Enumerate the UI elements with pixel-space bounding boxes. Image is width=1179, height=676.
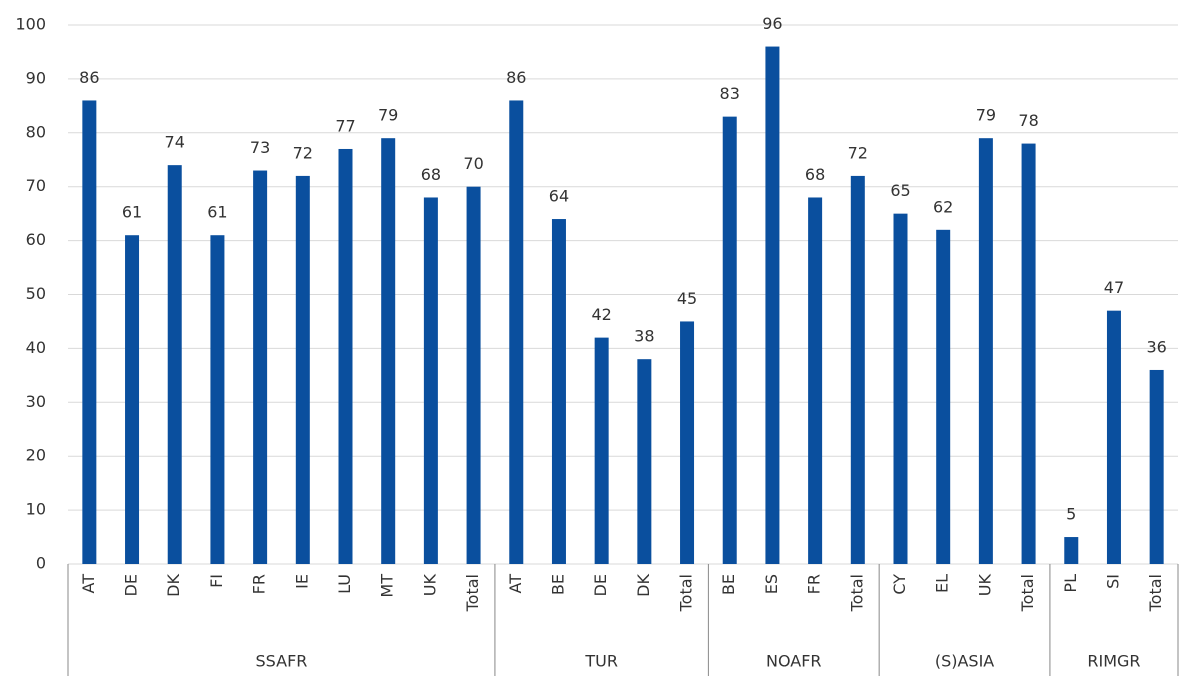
- x-tick-label: DK: [634, 573, 653, 596]
- x-tick-label: FI: [207, 574, 226, 588]
- bar: [381, 138, 396, 564]
- x-tick-label: FR: [805, 574, 824, 594]
- data-label: 83: [720, 84, 740, 103]
- data-label: 70: [463, 154, 483, 173]
- y-tick-label: 70: [26, 176, 46, 195]
- x-tick-label: EL: [933, 574, 952, 593]
- bar: [338, 148, 353, 564]
- x-tick-label: PL: [1061, 574, 1080, 593]
- data-label: 61: [207, 203, 227, 222]
- x-tick-label: DE: [591, 574, 610, 596]
- y-tick-label: 100: [15, 15, 46, 34]
- data-label: 61: [122, 203, 142, 222]
- y-tick-label: 40: [26, 338, 46, 357]
- group-label: RIMGR: [1087, 652, 1140, 671]
- bar: [253, 170, 268, 564]
- x-tick-label: IE: [292, 574, 311, 589]
- bar: [594, 337, 609, 564]
- x-tick-label: UK: [975, 573, 994, 596]
- x-tick-label: Total: [1018, 574, 1037, 612]
- data-label: 78: [1018, 111, 1038, 130]
- x-tick-label: Total: [677, 574, 696, 612]
- bar: [978, 138, 993, 564]
- data-label: 42: [591, 305, 611, 324]
- data-label: 68: [805, 165, 825, 184]
- bar: [466, 186, 481, 564]
- x-tick-label: FR: [250, 574, 269, 594]
- y-tick-label: 10: [26, 500, 46, 519]
- x-tick-label: AT: [506, 574, 525, 594]
- bar: [1064, 537, 1079, 564]
- data-label: 45: [677, 289, 697, 308]
- bar: [1021, 143, 1036, 564]
- group-label: NOAFR: [766, 652, 822, 671]
- y-tick-label: 0: [36, 554, 46, 573]
- x-tick-label: UK: [420, 573, 439, 596]
- x-tick-label: CY: [890, 574, 909, 595]
- data-label: 64: [549, 187, 569, 206]
- x-tick-label: DK: [164, 573, 183, 596]
- data-label: 86: [79, 68, 99, 87]
- data-label: 38: [634, 327, 654, 346]
- y-tick-label: 50: [26, 284, 46, 303]
- x-tick-label: Total: [463, 574, 482, 612]
- bar: [509, 100, 524, 565]
- data-label: 68: [421, 165, 441, 184]
- bar: [850, 175, 865, 565]
- bar: [808, 197, 823, 565]
- data-label: 47: [1104, 278, 1124, 297]
- x-tick-label: MT: [378, 574, 397, 598]
- x-tick-label: SI: [1103, 574, 1122, 589]
- x-tick-label: Total: [847, 574, 866, 612]
- bar: [125, 235, 140, 564]
- bar: [295, 175, 310, 565]
- group-label: (S)ASIA: [935, 652, 994, 671]
- data-label: 36: [1146, 337, 1166, 356]
- bar: [680, 321, 695, 564]
- bar: [167, 165, 182, 564]
- bar: [893, 213, 908, 564]
- y-tick-label: 90: [26, 68, 46, 87]
- data-label: 72: [293, 143, 313, 162]
- bar: [936, 229, 951, 564]
- data-label: 65: [890, 181, 910, 200]
- x-tick-label: LU: [335, 574, 354, 594]
- data-label: 79: [378, 106, 398, 125]
- data-label: 62: [933, 197, 953, 216]
- x-tick-label: BE: [548, 574, 567, 595]
- x-tick-label: BE: [719, 574, 738, 595]
- data-label: 74: [165, 133, 185, 152]
- y-tick-label: 30: [26, 392, 46, 411]
- bar: [722, 116, 737, 564]
- data-label: 73: [250, 138, 270, 157]
- x-tick-label: Total: [1146, 574, 1165, 612]
- data-label: 79: [976, 106, 996, 125]
- bar: [210, 235, 225, 564]
- y-tick-label: 60: [26, 230, 46, 249]
- bar: [1106, 310, 1121, 564]
- data-label: 72: [848, 143, 868, 162]
- y-tick-label: 80: [26, 122, 46, 141]
- bar: [765, 46, 780, 565]
- x-tick-label: ES: [762, 574, 781, 594]
- bar: [637, 359, 652, 564]
- data-label: 96: [762, 14, 782, 33]
- bar: [423, 197, 438, 565]
- bar: [82, 100, 97, 565]
- group-label: TUR: [584, 652, 618, 671]
- x-tick-label: AT: [79, 574, 98, 594]
- bar: [551, 219, 566, 565]
- group-label: SSAFR: [256, 652, 308, 671]
- data-label: 77: [335, 116, 355, 135]
- data-label: 86: [506, 68, 526, 87]
- bar: [1149, 369, 1164, 564]
- y-tick-label: 20: [26, 446, 46, 465]
- data-label: 5: [1066, 505, 1076, 524]
- x-tick-label: DE: [122, 574, 141, 596]
